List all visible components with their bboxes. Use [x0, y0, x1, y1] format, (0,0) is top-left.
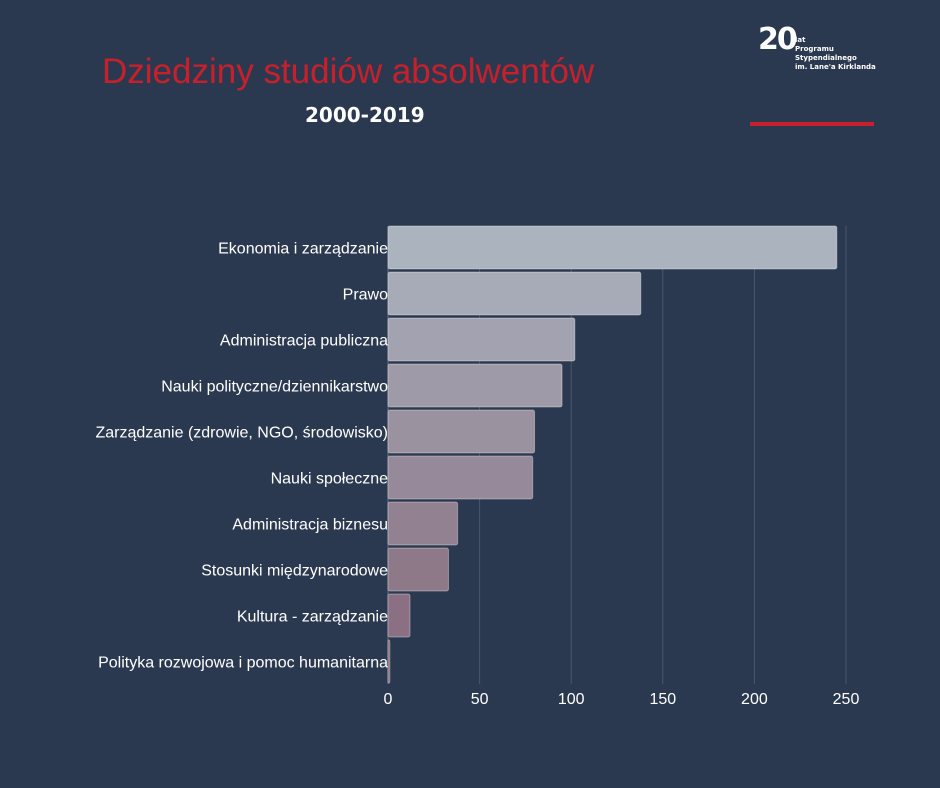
bar [387, 501, 459, 546]
x-tick-label: 200 [741, 691, 768, 708]
logo-number: 20 [758, 22, 798, 57]
category-label: Nauki społeczne [271, 471, 389, 488]
bar [387, 409, 536, 454]
logo-line: Programu [795, 45, 834, 53]
bar [387, 593, 411, 638]
x-tick-label: 250 [833, 691, 860, 708]
category-label: Nauki polityczne/dziennikarstwo [161, 379, 388, 396]
x-tick-label: 100 [558, 691, 585, 708]
x-tick-label: 50 [471, 691, 489, 708]
category-label: Prawo [343, 287, 388, 304]
category-label: Polityka rozwojowa i pomoc humanitarna [98, 655, 388, 672]
category-label: Kultura - zarządzanie [237, 609, 388, 626]
x-tick-label: 0 [384, 691, 393, 708]
bar [387, 639, 391, 684]
category-label: Stosunki międzynarodowe [201, 563, 388, 580]
accent-divider [750, 122, 874, 126]
bar [387, 455, 534, 500]
category-label: Ekonomia i zarządzanie [218, 241, 388, 258]
anniversary-logo: 20 lat Programu Stypendialnego im. Lane'… [758, 22, 878, 92]
category-label: Zarządzanie (zdrowie, NGO, środowisko) [95, 425, 388, 442]
bar [387, 363, 563, 408]
bar [387, 271, 642, 316]
chart-subtitle: 2000-2019 [305, 103, 425, 127]
chart-title: Dziedziny studiów absolwentów [102, 52, 595, 91]
bar [387, 225, 838, 270]
logo-text: lat Programu Stypendialnego im. Lane'a K… [795, 36, 876, 72]
logo-line: im. Lane'a Kirklanda [795, 63, 876, 71]
category-label: Administracja biznesu [232, 517, 388, 534]
bar [387, 547, 449, 592]
bar [387, 317, 576, 362]
category-label: Administracja publiczna [220, 333, 388, 350]
logo-line: Stypendialnego [795, 54, 857, 62]
logo-line: lat [795, 36, 806, 44]
x-tick-label: 150 [649, 691, 676, 708]
